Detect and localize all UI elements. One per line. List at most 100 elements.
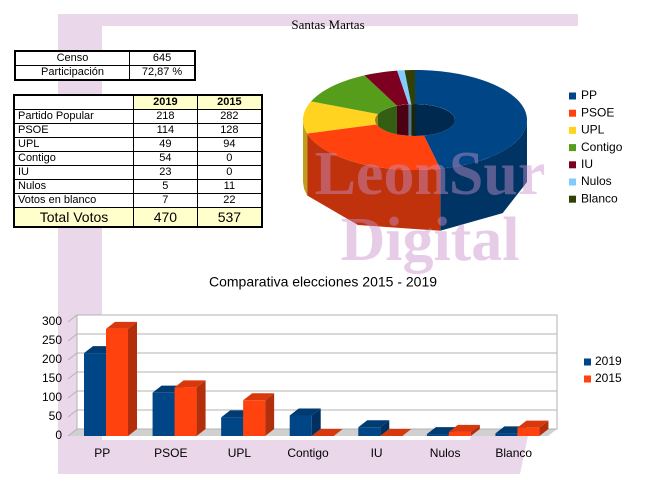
page-title: Santas Martas [291,17,364,32]
result-cell: Partido Popular [13,109,134,124]
result-row: Nulos 5 11 [13,179,263,194]
legend-swatch [569,126,576,134]
result-row: Partido Popular 218 282 [13,109,263,124]
x-tick-label: Nulos [430,446,461,460]
chart-title: Comparativa elecciones 2015 - 2019 [209,274,437,290]
pie-slice-inner [408,104,412,136]
summary-cell: 645 [129,50,196,66]
result-cell: Votos en blanco [13,193,134,208]
x-tick-label: Blanco [495,446,532,460]
result-cell: 7 [133,193,198,208]
legend-swatch [584,375,591,383]
grid-line [67,371,557,380]
result-row: UPL 49 94 [13,137,263,152]
x-tick-label: UPL [228,446,252,460]
result-cell: 282 [196,109,263,124]
bar-top [517,420,549,428]
bar [495,433,518,436]
result-row: Votos en blanco 7 22 [13,193,263,208]
legend-swatch [569,178,576,186]
grid-line [67,314,557,323]
header-cell [13,94,134,110]
pie-slice [311,75,397,115]
legend-label: IU [581,157,593,171]
bar [174,387,197,436]
bar-top [380,429,412,436]
x-tick-label: IU [371,446,383,460]
header-cell: 2015 [196,94,263,110]
bar [517,427,540,436]
total-row: Total Votos 470 537 [13,207,263,228]
pie-slice-side [307,133,441,231]
legend-swatch [569,92,576,100]
bar-top [289,408,321,416]
y-tick-label: 50 [49,409,63,423]
result-cell: 114 [133,123,198,138]
pie-slice-side [303,120,308,196]
bar-top [106,321,137,329]
bar [106,328,128,436]
bar [289,415,312,436]
y-tick-label: 150 [42,371,62,385]
bar-top [311,429,343,436]
pie-slice-inner [415,104,455,136]
result-cell: 23 [133,165,198,180]
grid-line [67,352,557,361]
y-tick-label: 100 [42,390,62,404]
header-cell: 2019 [133,94,198,110]
bar-side [196,380,206,436]
legend-swatch [569,109,576,117]
grid-line [67,390,557,399]
bar [243,400,266,436]
pie-slice [415,70,527,169]
result-cell: 54 [133,151,198,166]
result-cell: 218 [133,109,198,124]
x-tick-label: Contigo [287,446,329,460]
legend-label: 2019 [595,354,622,368]
bar-top [243,393,275,401]
bar [152,392,175,436]
total-cell: 537 [196,207,263,228]
legend-label: PSOE [581,105,614,119]
pie-slice [404,70,415,105]
bar [426,434,449,436]
bar-side [380,420,390,436]
legend-label: Nulos [581,174,612,188]
pie-slice-inner [377,105,397,136]
bar-side [128,321,137,436]
pie-slice [364,70,409,106]
legend-swatch [584,358,591,366]
total-cell: Total Votos [13,207,134,228]
bar-top [358,420,390,428]
y-tick-label: 200 [42,352,62,366]
bar-top [174,380,206,388]
result-cell: Contigo [13,151,134,166]
result-row: IU 23 0 [13,165,263,180]
grid-line [67,409,557,418]
bar-top [448,424,480,432]
result-cell: UPL [13,137,134,152]
result-cell: 49 [133,137,198,152]
bar-side [539,420,549,436]
x-tick-label: PSOE [154,446,187,460]
summary-table: Censo 645 Participación 72,87 % [14,50,196,81]
summary-row: Participación 72,87 % [14,65,196,81]
legend-swatch [569,161,576,169]
pie-slice [397,70,412,105]
result-cell: 5 [133,179,198,194]
pie-slice [307,124,441,170]
legend-label: PP [581,88,597,102]
summary-row: Censo 645 [14,50,196,66]
result-cell: 128 [196,123,263,138]
grid-line [67,333,557,342]
pie-slice [303,101,378,134]
bar [448,431,471,436]
result-cell: PSOE [13,123,134,138]
bar [358,427,381,436]
summary-cell: 72,87 % [129,65,196,81]
bar-side [265,393,275,436]
result-cell: 0 [196,151,263,166]
results-table: 2019 2015 Partido Popular 218 282 PSOE 114 128 U… [13,94,263,228]
